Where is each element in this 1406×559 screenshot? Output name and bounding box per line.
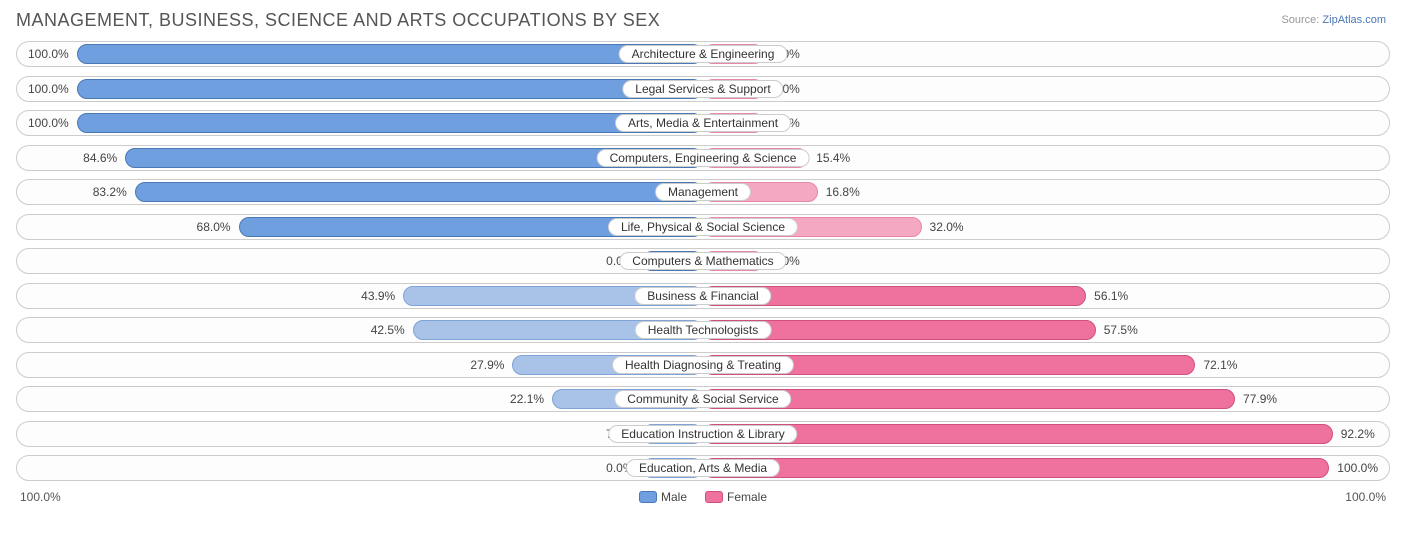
female-swatch [705,491,723,503]
male-value-label: 100.0% [20,116,77,130]
male-value-label: 42.5% [363,323,413,337]
category-label: Arts, Media & Entertainment [615,114,791,132]
female-track: 0.0% [703,79,1386,99]
category-label: Health Diagnosing & Treating [612,356,794,374]
male-track: 83.2% [20,182,703,202]
female-value-label: 56.1% [1086,289,1136,303]
male-value-label: 68.0% [189,220,239,234]
female-track: 57.5% [703,320,1386,340]
male-track: 27.9% [20,355,703,375]
chart-row: 42.5% 57.5% Health Technologists [16,317,1390,343]
male-swatch [639,491,657,503]
category-label: Education, Arts & Media [626,459,780,477]
male-value-label: 27.9% [462,358,512,372]
male-track: 100.0% [20,44,703,64]
male-value-label: 43.9% [353,289,403,303]
chart-title: MANAGEMENT, BUSINESS, SCIENCE AND ARTS O… [16,10,1390,31]
category-label: Computers, Engineering & Science [597,149,810,167]
male-track: 68.0% [20,217,703,237]
legend-male: Male [639,490,687,504]
female-track: 56.1% [703,286,1386,306]
male-track: 7.8% [20,424,703,444]
male-track: 0.0% [20,458,703,478]
source-site: ZipAtlas.com [1322,14,1386,26]
female-value-label: 92.2% [1333,427,1383,441]
male-value-label: 100.0% [20,47,77,61]
legend-male-label: Male [661,490,687,504]
axis-left-label: 100.0% [20,490,61,504]
female-track: 0.0% [703,251,1386,271]
male-bar [77,79,703,99]
male-bar [135,182,703,202]
chart-row: 100.0% 0.0%Architecture & Engineering [16,41,1390,67]
male-value-label: 100.0% [20,82,77,96]
male-track: 42.5% [20,320,703,340]
male-track: 22.1% [20,389,703,409]
category-label: Management [655,183,751,201]
female-track: 92.2% [703,424,1386,444]
chart-row: 100.0% 0.0%Legal Services & Support [16,76,1390,102]
category-label: Business & Financial [634,287,771,305]
female-value-label: 16.8% [818,185,868,199]
chart-row: 84.6% 15.4%Computers, Engineering & Scien… [16,145,1390,171]
male-track: 100.0% [20,79,703,99]
female-track: 32.0% [703,217,1386,237]
chart-row: 0.0%0.0%Computers & Mathematics [16,248,1390,274]
source-attribution: Source: ZipAtlas.com [1281,14,1386,26]
male-bar [77,44,703,64]
male-track: 43.9% [20,286,703,306]
chart-row: 27.9% 72.1% Health Diagnosing & Treating [16,352,1390,378]
chart-row: 22.1% 77.9% Community & Social Service [16,386,1390,412]
source-label: Source: [1281,14,1319,26]
chart-row: 83.2% 16.8% Management [16,179,1390,205]
legend-female-label: Female [727,490,767,504]
female-track: 100.0% [703,458,1386,478]
male-bar [77,113,703,133]
category-label: Health Technologists [635,321,772,339]
female-value-label: 15.4% [808,151,858,165]
male-track: 0.0% [20,251,703,271]
female-track: 72.1% [703,355,1386,375]
chart-row: 43.9% 56.1% Business & Financial [16,283,1390,309]
male-value-label: 84.6% [75,151,125,165]
female-track: 77.9% [703,389,1386,409]
male-track: 100.0% [20,113,703,133]
chart-row: 7.8% 92.2% Education Instruction & Library [16,421,1390,447]
category-label: Life, Physical & Social Science [608,218,798,236]
diverging-bar-chart: 100.0%0.0%Architecture & Engineering100.… [16,41,1390,508]
female-bar [703,458,1329,478]
category-label: Community & Social Service [614,390,791,408]
female-value-label: 32.0% [922,220,972,234]
female-bar [703,424,1333,444]
female-value-label: 72.1% [1195,358,1245,372]
category-label: Computers & Mathematics [619,252,786,270]
legend: Male Female [639,490,767,504]
category-label: Architecture & Engineering [619,45,788,63]
male-value-label: 22.1% [502,392,552,406]
axis-right-label: 100.0% [1345,490,1386,504]
axis: 100.0% 100.0% Male Female [16,490,1390,508]
chart-row: 68.0% 32.0% Life, Physical & Social Scienc… [16,214,1390,240]
female-value-label: 77.9% [1235,392,1285,406]
female-track: 0.0% [703,44,1386,64]
male-value-label: 83.2% [85,185,135,199]
female-track: 16.8% [703,182,1386,202]
chart-row: 0.0% 100.0% Education, Arts & Media [16,455,1390,481]
category-label: Legal Services & Support [622,80,783,98]
female-value-label: 100.0% [1329,461,1386,475]
category-label: Education Instruction & Library [608,425,797,443]
female-track: 0.0% [703,113,1386,133]
chart-row: 100.0% 0.0%Arts, Media & Entertainment [16,110,1390,136]
legend-female: Female [705,490,767,504]
female-value-label: 57.5% [1096,323,1146,337]
